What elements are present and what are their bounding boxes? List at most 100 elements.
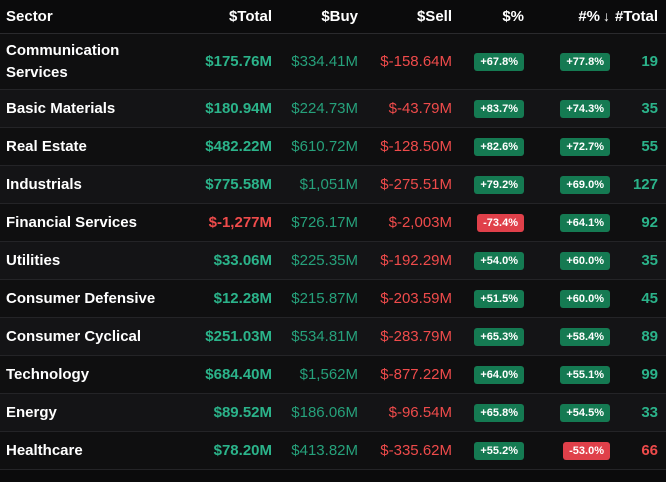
buy-value: $1,051M [299,176,358,193]
total-value: $-1,277M [208,214,272,231]
sector-name: Consumer Defensive [6,289,156,307]
count-percent-badge: +58.4% [560,328,610,346]
header-dollar-percent[interactable]: $% [502,8,524,25]
table-row[interactable]: Energy $89.52M $186.06M $-96.54M +65.8% +54.5… [0,394,666,432]
sector-name: Healthcare [6,441,83,459]
dollar-percent-badge: +83.7% [474,100,524,118]
buy-value: $224.73M [291,100,358,117]
table-row[interactable]: Communication Services $175.76M $334.41M $-… [0,34,666,90]
sector-name: Financial Services [6,213,137,231]
dollar-percent-cell: +82.6% [452,137,524,156]
count-percent-cell: +60.0% [524,251,610,270]
sell-value: $-283.79M [380,328,452,345]
dollar-percent-badge: +65.3% [474,328,524,346]
count-percent-cell: +74.3% [524,99,610,118]
table-row[interactable]: Basic Materials $180.94M $224.73M $-43.79M +… [0,90,666,128]
total-value: $251.03M [205,328,272,345]
dollar-percent-cell: +79.2% [452,175,524,194]
buy-value: $225.35M [291,252,358,269]
total-value: $78.20M [213,442,272,459]
table-row[interactable]: Consumer Defensive $12.28M $215.87M $-203.5… [0,280,666,318]
sell-value: $-96.54M [388,404,452,421]
header-count-percent[interactable]: #% ↓ [524,8,610,25]
total-value: $12.28M [213,290,272,307]
sell-value: $-2,003M [388,214,452,231]
count-percent-badge: +60.0% [560,290,610,308]
dollar-percent-cell: +54.0% [452,251,524,270]
header-buy[interactable]: $Buy [321,8,358,25]
count-total: 55 [641,138,658,155]
dollar-percent-cell: +64.0% [452,365,524,384]
sector-name: Consumer Cyclical [6,327,142,345]
total-value: $33.06M [213,252,272,269]
buy-value: $186.06M [291,404,358,421]
count-percent-cell: +54.5% [524,403,610,422]
count-percent-badge: +74.3% [560,100,610,118]
sector-name: Basic Materials [6,99,116,117]
table-row[interactable]: Consumer Cyclical $251.03M $534.81M $-283.7… [0,318,666,356]
table-row[interactable]: Healthcare $78.20M $413.82M $-335.62M +55.2%… [0,432,666,470]
buy-value: $334.41M [291,53,358,70]
dollar-percent-cell: +65.8% [452,403,524,422]
table-header: Sector $Total $Buy $Sell $% #% ↓ #Total [0,0,666,34]
count-percent-badge: +55.1% [560,366,610,384]
buy-value: $534.81M [291,328,358,345]
table-row[interactable]: Utilities $33.06M $225.35M $-192.29M +54.0% +… [0,242,666,280]
count-total: 35 [641,100,658,117]
count-total: 92 [641,214,658,231]
table-row[interactable]: Real Estate $482.22M $610.72M $-128.50M +82.… [0,128,666,166]
sector-name: Industrials [6,175,82,193]
dollar-percent-cell: -73.4% [452,213,524,232]
count-percent-badge: +60.0% [560,252,610,270]
sell-value: $-275.51M [380,176,452,193]
total-value: $684.40M [205,366,272,383]
total-value: $89.52M [213,404,272,421]
count-percent-cell: +58.4% [524,327,610,346]
dollar-percent-badge: +67.8% [474,53,524,71]
sector-name: Real Estate [6,137,87,155]
count-percent-cell: +55.1% [524,365,610,384]
sector-name: Technology [6,365,90,383]
buy-value: $1,562M [299,366,358,383]
count-total: 127 [632,176,658,193]
dollar-percent-badge: +54.0% [474,252,524,270]
count-total: 33 [641,404,658,421]
total-value: $180.94M [205,100,272,117]
count-percent-badge: +54.5% [560,404,610,422]
sell-value: $-203.59M [380,290,452,307]
total-value: $775.58M [205,176,272,193]
total-value: $482.22M [205,138,272,155]
buy-value: $413.82M [291,442,358,459]
dollar-percent-badge: +51.5% [474,290,524,308]
header-sector[interactable]: Sector [6,7,53,25]
table-row[interactable]: Industrials $775.58M $1,051M $-275.51M +79.2… [0,166,666,204]
dollar-percent-badge: +79.2% [474,176,524,194]
count-total: 99 [641,366,658,383]
sell-value: $-877.22M [380,366,452,383]
sell-value: $-158.64M [380,53,452,70]
count-total: 35 [641,252,658,269]
dollar-percent-badge: +65.8% [474,404,524,422]
count-percent-cell: -53.0% [524,441,610,460]
header-sell[interactable]: $Sell [416,8,452,25]
count-percent-badge: +64.1% [560,214,610,232]
dollar-percent-badge: -73.4% [477,214,524,232]
count-total: 45 [641,290,658,307]
buy-value: $610.72M [291,138,358,155]
count-percent-cell: +69.0% [524,175,610,194]
dollar-percent-cell: +51.5% [452,289,524,308]
count-percent-badge: +72.7% [560,138,610,156]
sell-value: $-128.50M [380,138,452,155]
table-row[interactable]: Technology $684.40M $1,562M $-877.22M +64.0%… [0,356,666,394]
dollar-percent-cell: +67.8% [452,52,524,71]
header-total[interactable]: $Total [228,8,272,25]
count-total: 19 [641,53,658,70]
buy-value: $726.17M [291,214,358,231]
table-row[interactable]: Financial Services $-1,277M $726.17M $-2,00… [0,204,666,242]
sector-name: Energy [6,403,57,421]
sector-name: Utilities [6,251,61,269]
header-count-total[interactable]: #Total [614,8,658,25]
table-body: Communication Services $175.76M $334.41M $-… [0,34,666,470]
dollar-percent-badge: +55.2% [474,442,524,460]
dollar-percent-badge: +82.6% [474,138,524,156]
